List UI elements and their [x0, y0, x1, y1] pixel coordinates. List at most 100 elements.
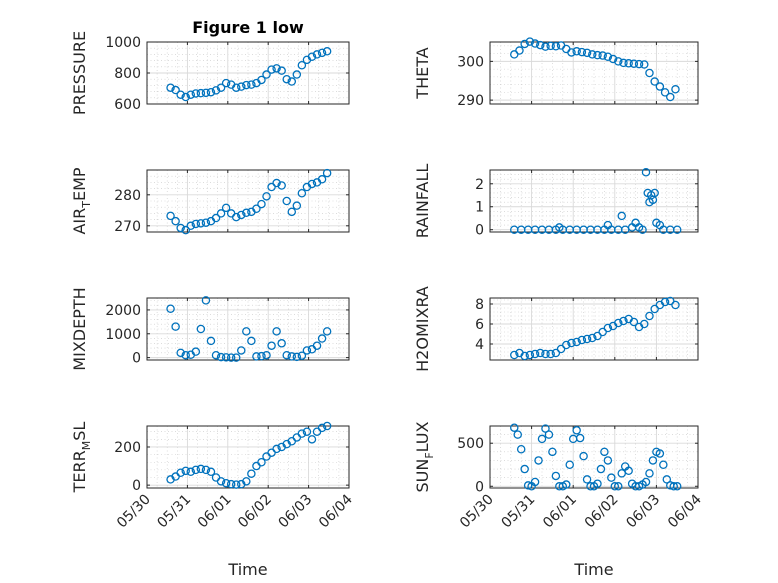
panel-mixdepth-data-point — [226, 353, 236, 362]
panel-theta-data-point — [593, 50, 602, 60]
panel-pressure-data-point — [176, 90, 185, 99]
panel-sun-flux-data-point — [548, 447, 557, 457]
panel-h2omixra-data-point — [551, 348, 561, 358]
panel-air-temp-ytick-label: 270 — [114, 219, 141, 235]
panel-theta-data-point — [666, 92, 675, 102]
panel-sun-flux-data-point — [669, 482, 678, 491]
panel-sun-flux-data-point — [672, 482, 682, 491]
panel-mixdepth-data-point — [302, 346, 312, 355]
panel-sun-flux-data-point — [575, 433, 585, 443]
panel-h2omixra-data-point — [520, 351, 529, 361]
panel-terr-msl-xtick-label: 06/02 — [235, 492, 275, 532]
panel-air-temp-data-point — [186, 221, 196, 231]
panel-sun-flux-data-point — [530, 477, 540, 487]
panel-h2omixra-data-point — [593, 331, 602, 341]
panel-air-temp-series — [166, 168, 332, 235]
panel-theta-data-point — [634, 59, 644, 69]
panel-terr-msl-data-point — [216, 477, 226, 486]
panel-sun-flux-series — [510, 423, 682, 491]
panel-h2omixra-data-point — [572, 337, 581, 347]
panel-sun-flux-data-point — [624, 466, 633, 476]
panel-air-temp-data-point — [166, 211, 175, 221]
panel-h2omixra-data-point — [536, 348, 545, 358]
panel-air-temp-ylabel-part-sub: T — [80, 201, 93, 209]
panel-sun-flux-data-point — [520, 464, 529, 474]
panel-terr-msl-data-point — [247, 469, 256, 478]
panel-theta-data-point — [629, 59, 639, 68]
panel-pressure-data-point — [191, 89, 201, 98]
panel-air-temp: 270 280 AIRTEMP — [70, 167, 350, 235]
panel-mixdepth-data-point — [201, 296, 211, 305]
panel-air-temp-axes-box — [146, 169, 350, 233]
panel-mixdepth-data-point — [211, 350, 221, 360]
panel-pressure-ytick-label: 800 — [114, 66, 141, 82]
panel-terr-msl-data-point — [206, 467, 216, 477]
panel-air-temp-ylabel-part-b: EMP — [70, 167, 89, 201]
panel-pressure-data-point — [186, 90, 196, 99]
panel-sun-flux-data-point — [562, 480, 571, 489]
panel-terr-msl-data-point — [226, 479, 236, 489]
panel-h2omixra-data-point — [525, 350, 535, 360]
panel-mixdepth-data-point — [267, 341, 276, 350]
panel-terr-msl-data-point — [196, 464, 206, 474]
panel-theta: 290 300 THETA — [413, 37, 699, 109]
panel-mixdepth-data-point — [272, 327, 281, 336]
panel-theta-data-point — [671, 85, 680, 94]
panel-h2omixra-data-point — [562, 340, 571, 350]
panel-h2omixra-data-point — [582, 334, 592, 344]
panel-air-temp-data-point — [242, 208, 251, 218]
panel-air-temp-major-grid — [147, 170, 349, 232]
panel-air-temp-data-point — [257, 199, 266, 209]
panel-pressure-data-point — [272, 64, 281, 73]
panel-h2omixra-data-point — [541, 349, 550, 359]
panel-air-temp-data-point — [216, 209, 226, 218]
panel-terr-msl-major-grid — [147, 426, 349, 488]
panel-terr-msl-xlabel: Time — [227, 560, 267, 579]
panel-pressure-data-point — [206, 87, 216, 97]
panel-h2omixra-data-point — [556, 344, 566, 354]
panel-terr-msl-data-point — [191, 465, 201, 475]
panel-air-temp-data-point — [317, 175, 327, 184]
panel-theta-plot-area — [490, 42, 698, 104]
panel-theta-data-point — [515, 46, 524, 55]
panel-rainfall-plot-area — [490, 170, 698, 232]
panel-air-temp-ytick-label: 280 — [114, 188, 141, 204]
panel-sun-flux-data-point — [610, 482, 620, 491]
panel-pressure-data-point — [166, 83, 175, 92]
panel-theta-data-point — [567, 48, 576, 57]
panel-sun-flux-xtick-label: 05/31 — [499, 492, 539, 532]
panel-theta-data-point — [588, 50, 597, 59]
panel-mixdepth-ytick-label: 2000 — [105, 303, 141, 319]
panel-sun-flux-data-point — [534, 456, 543, 465]
panel-rainfall-ytick-label: 1 — [475, 200, 484, 216]
panel-h2omixra-data-point — [650, 304, 659, 314]
panel-h2omixra-data-point — [629, 317, 639, 327]
panel-theta-data-point — [660, 88, 670, 97]
panel-h2omixra-data-point — [510, 350, 519, 360]
panel-mixdepth-data-point — [252, 352, 261, 361]
panel-h2omixra-data-point — [671, 300, 680, 310]
panel-theta-major-grid — [490, 42, 698, 104]
panel-air-temp-data-point — [267, 182, 276, 192]
panel-air-temp-data-point — [282, 196, 291, 206]
panel-mixdepth-major-grid — [147, 298, 349, 360]
panel-h2omixra-data-point — [614, 318, 623, 328]
panel-terr-msl-data-point — [176, 468, 185, 477]
panel-terr-msl-ylabel-part-b: SL — [70, 422, 89, 441]
panel-sun-flux-data-point — [603, 456, 613, 465]
panel-terr-msl-ylabel: TERRMSL — [70, 422, 93, 494]
panel-pressure-data-point — [237, 82, 246, 91]
panel-theta-ylabel: THETA — [413, 47, 432, 99]
panel-theta-data-point — [520, 39, 529, 49]
panel-pressure-data-point — [257, 75, 266, 85]
panel-pressure-ytick-label: 1000 — [105, 35, 141, 51]
panel-rainfall-ylabel: RAINFALL — [413, 164, 432, 239]
panel-theta-data-point — [530, 39, 540, 48]
panel-pressure-data-point — [262, 70, 271, 79]
panel-theta-data-point — [536, 40, 545, 50]
panel-air-temp-data-point — [231, 212, 241, 222]
panel-air-temp-data-point — [181, 225, 190, 235]
panel-mixdepth-data-point — [262, 350, 271, 360]
panel-sun-flux-data-point — [565, 460, 574, 469]
panel-theta-data-point — [603, 52, 613, 61]
